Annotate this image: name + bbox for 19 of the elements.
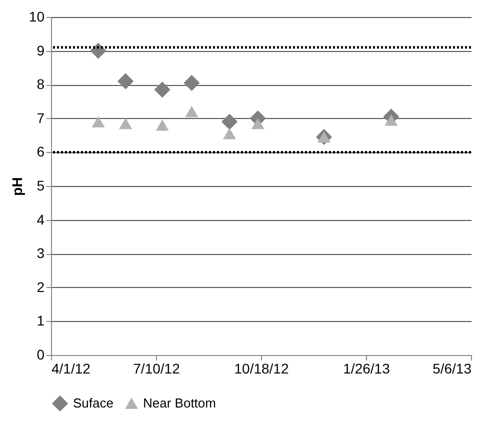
y-tick-label: 1 bbox=[36, 312, 45, 329]
x-tick-label: 4/1/12 bbox=[52, 360, 91, 376]
y-tick-label: 8 bbox=[36, 76, 45, 92]
y-tick-label: 7 bbox=[36, 110, 45, 126]
y-tick-label: 9 bbox=[36, 42, 45, 58]
x-tick-label: 10/18/12 bbox=[234, 360, 289, 376]
x-tick-label: 7/10/12 bbox=[133, 360, 180, 376]
x-tick-label: 1/26/13 bbox=[343, 360, 390, 376]
y-tick-label: 10 bbox=[28, 8, 45, 24]
y-tick-label: 5 bbox=[36, 178, 45, 194]
y-tick-label: 0 bbox=[36, 346, 45, 362]
x-tick-label: 5/6/13 bbox=[432, 360, 472, 376]
y-tick-label: 4 bbox=[36, 211, 45, 228]
y-tick-label: 3 bbox=[36, 245, 45, 262]
y-tick-label: 6 bbox=[36, 144, 45, 160]
y-axis-title: pH bbox=[8, 177, 25, 196]
legend-label: Suface bbox=[73, 395, 114, 410]
legend-label: Near Bottom bbox=[143, 395, 216, 410]
y-tick-label: 2 bbox=[36, 278, 45, 295]
